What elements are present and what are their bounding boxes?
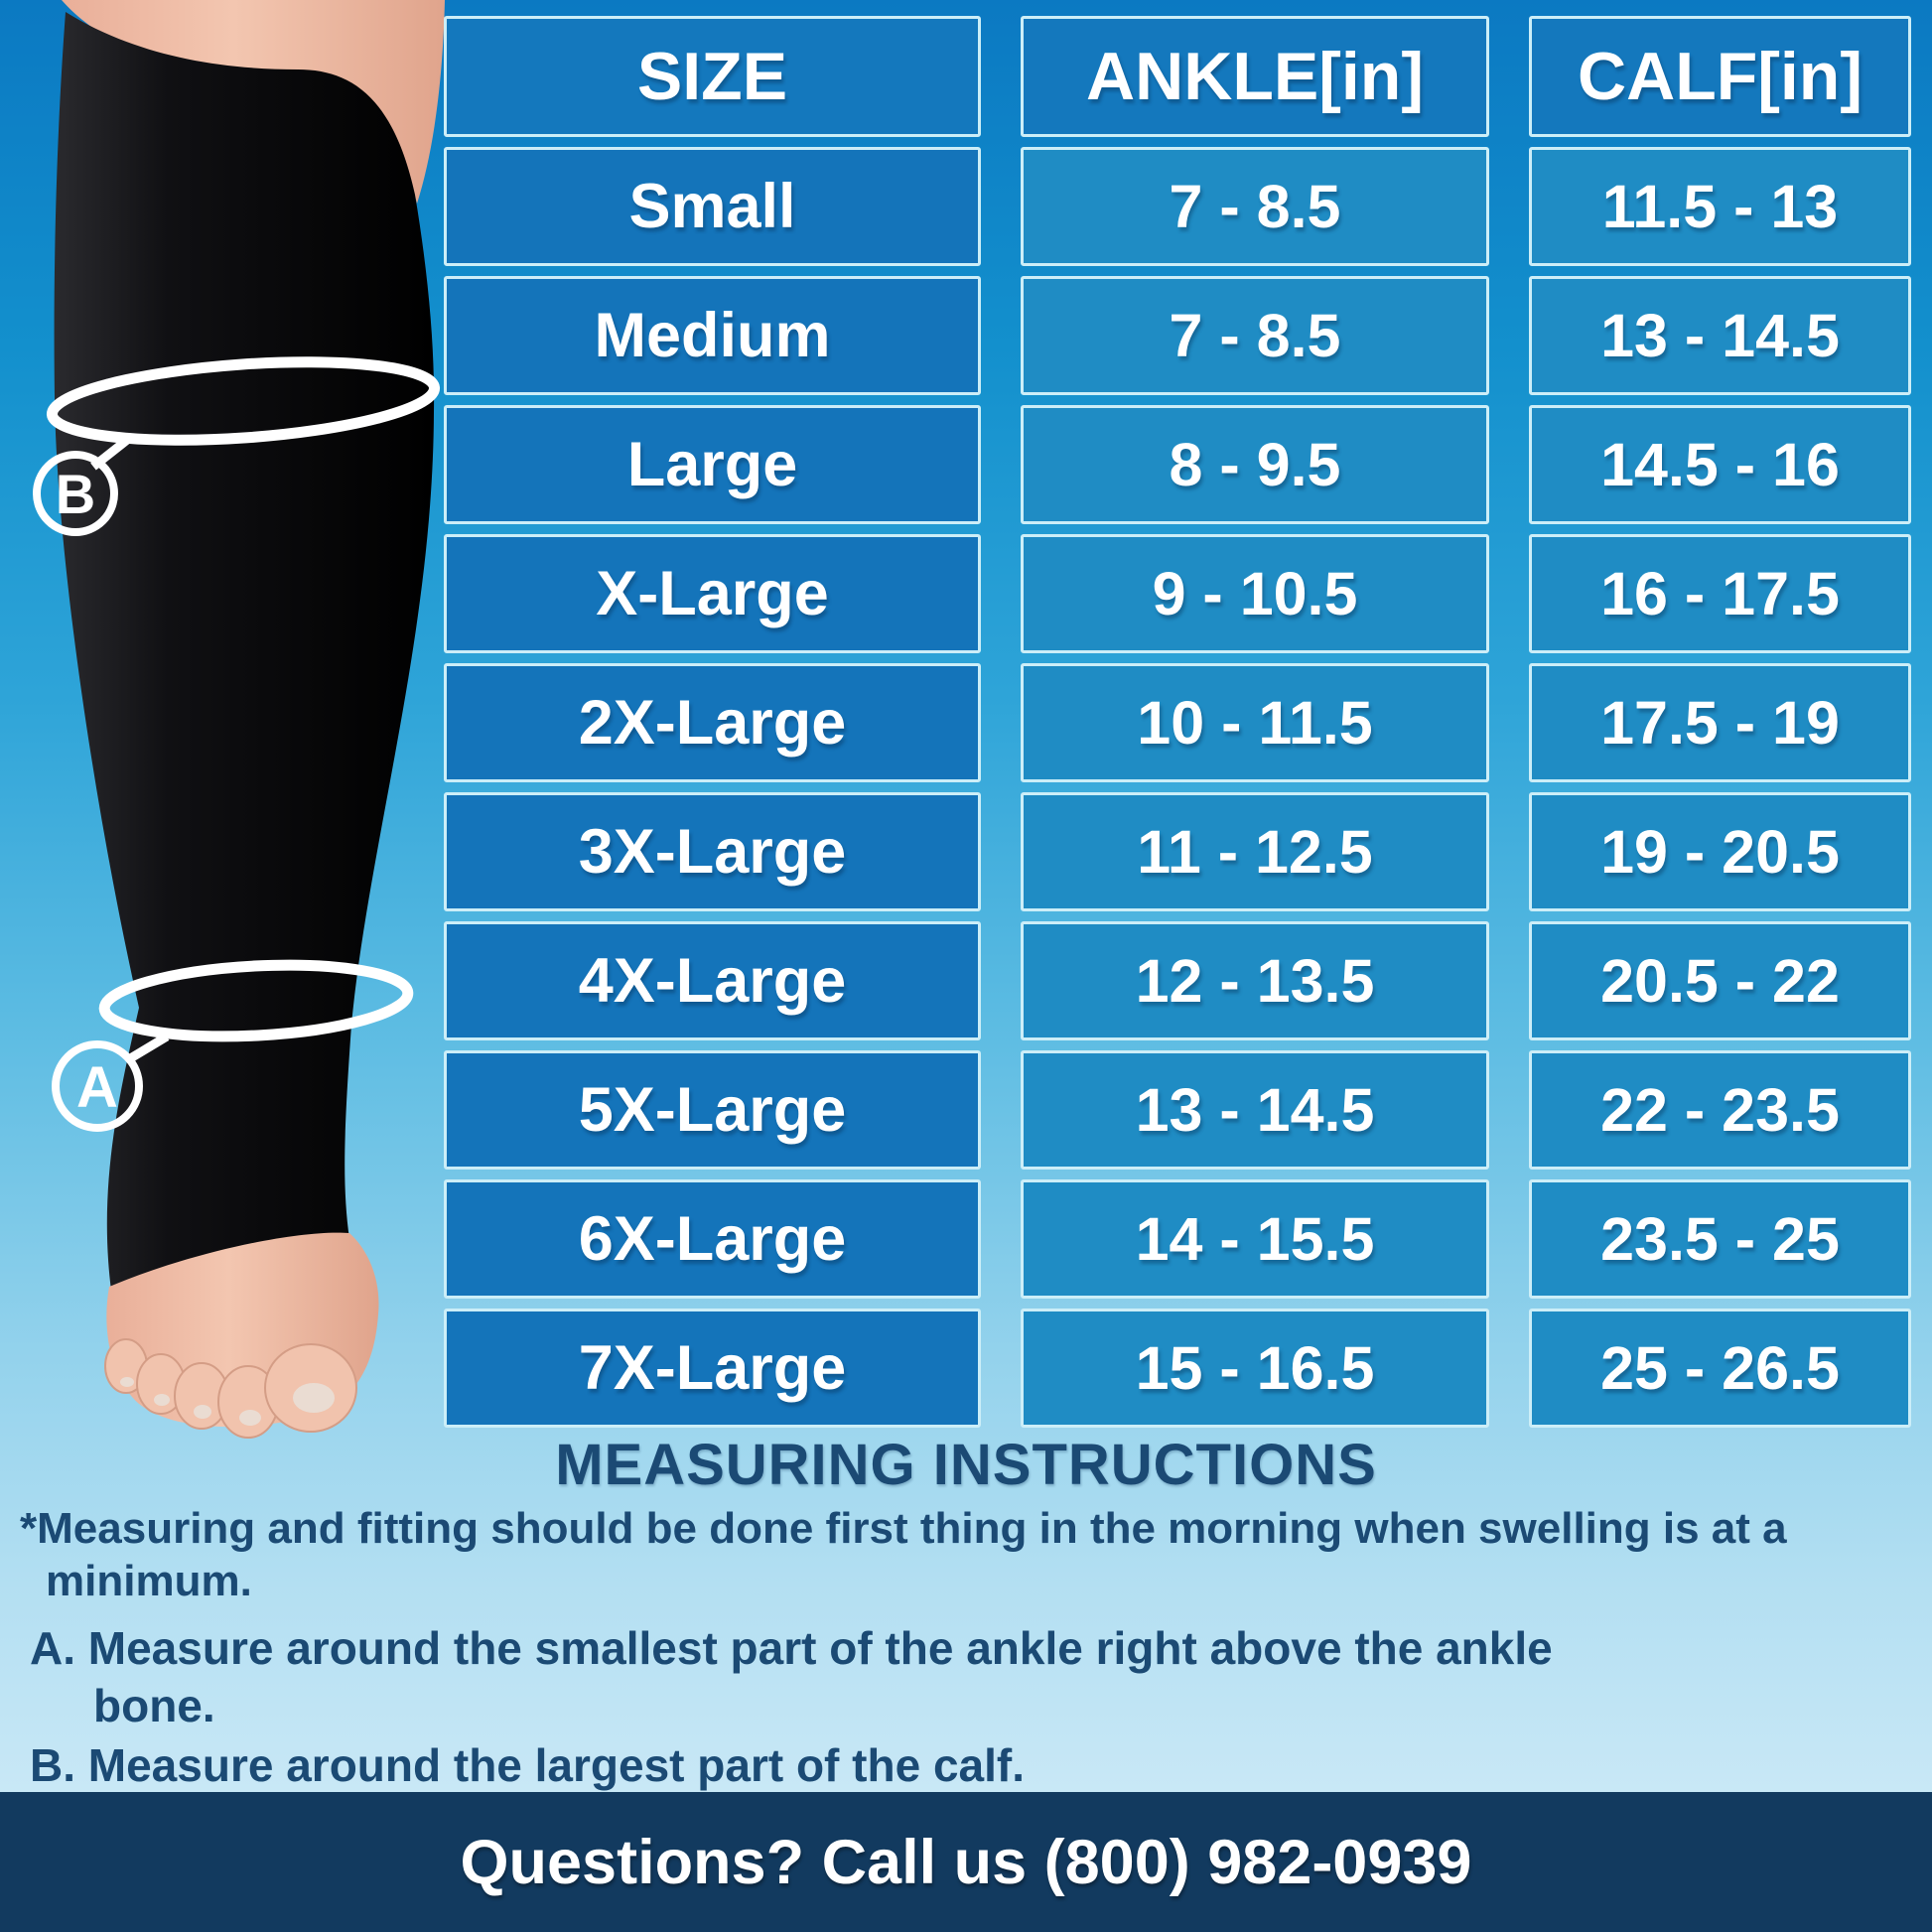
ankle-cell: 10 - 11.5 <box>1021 663 1489 782</box>
label-circle-b <box>33 451 118 536</box>
leg-measurement-diagram: B A <box>33 0 445 1439</box>
ankle-cell: 9 - 10.5 <box>1021 534 1489 653</box>
size-table: SIZE ANKLE[in] CALF[in] Small 7 - 8.5 11… <box>444 16 1911 1428</box>
label-a: A <box>76 1055 118 1120</box>
size-cell: 2X-Large <box>444 663 981 782</box>
measuring-instructions-title: MEASURING INSTRUCTIONS <box>555 1433 1377 1497</box>
calf-cell: 13 - 14.5 <box>1529 276 1911 395</box>
measuring-note: *Measuring and fitting should be done fi… <box>20 1504 1787 1605</box>
calf-cell: 14.5 - 16 <box>1529 405 1911 524</box>
size-cell: 4X-Large <box>444 921 981 1040</box>
calf-cell: 17.5 - 19 <box>1529 663 1911 782</box>
ankle-cell: 7 - 8.5 <box>1021 276 1489 395</box>
size-cell: Small <box>444 147 981 266</box>
calf-cell: 20.5 - 22 <box>1529 921 1911 1040</box>
footer-bar: Questions? Call us (800) 982-0939 <box>0 1792 1932 1932</box>
ankle-cell: 7 - 8.5 <box>1021 147 1489 266</box>
header-cell-size: SIZE <box>444 16 981 137</box>
label-circle-a <box>52 1040 143 1132</box>
size-cell: X-Large <box>444 534 981 653</box>
size-cell: 6X-Large <box>444 1179 981 1299</box>
calf-cell: 23.5 - 25 <box>1529 1179 1911 1299</box>
size-cell: 5X-Large <box>444 1050 981 1170</box>
header-cell-calf: CALF[in] <box>1529 16 1911 137</box>
ankle-cell: 15 - 16.5 <box>1021 1309 1489 1428</box>
calf-cell: 19 - 20.5 <box>1529 792 1911 911</box>
size-cell: Large <box>444 405 981 524</box>
ankle-cell: 13 - 14.5 <box>1021 1050 1489 1170</box>
ankle-cell: 12 - 13.5 <box>1021 921 1489 1040</box>
toe-nails <box>120 1377 335 1426</box>
upper-leg-skin <box>62 0 445 204</box>
footer-phone-text: Questions? Call us (800) 982-0939 <box>460 1827 1472 1897</box>
calf-measure-ellipse-b <box>46 356 441 446</box>
instruction-step-b: B. Measure around the largest part of th… <box>30 1739 1025 1791</box>
ankle-cell: 14 - 15.5 <box>1021 1179 1489 1299</box>
ankle-measure-ellipse-a <box>98 959 414 1042</box>
instruction-step-a: A. Measure around the smallest part of t… <box>30 1622 1553 1731</box>
size-cell: 3X-Large <box>444 792 981 911</box>
calf-cell: 25 - 26.5 <box>1529 1309 1911 1428</box>
ankle-cell: 8 - 9.5 <box>1021 405 1489 524</box>
label-b: B <box>56 463 95 525</box>
calf-cell: 16 - 17.5 <box>1529 534 1911 653</box>
calf-cell: 22 - 23.5 <box>1529 1050 1911 1170</box>
calf-cell: 11.5 - 13 <box>1529 147 1911 266</box>
leader-line-a <box>124 1033 170 1064</box>
ankle-cell: 11 - 12.5 <box>1021 792 1489 911</box>
size-cell: 7X-Large <box>444 1309 981 1428</box>
size-cell: Medium <box>444 276 981 395</box>
header-cell-ankle: ANKLE[in] <box>1021 16 1489 137</box>
